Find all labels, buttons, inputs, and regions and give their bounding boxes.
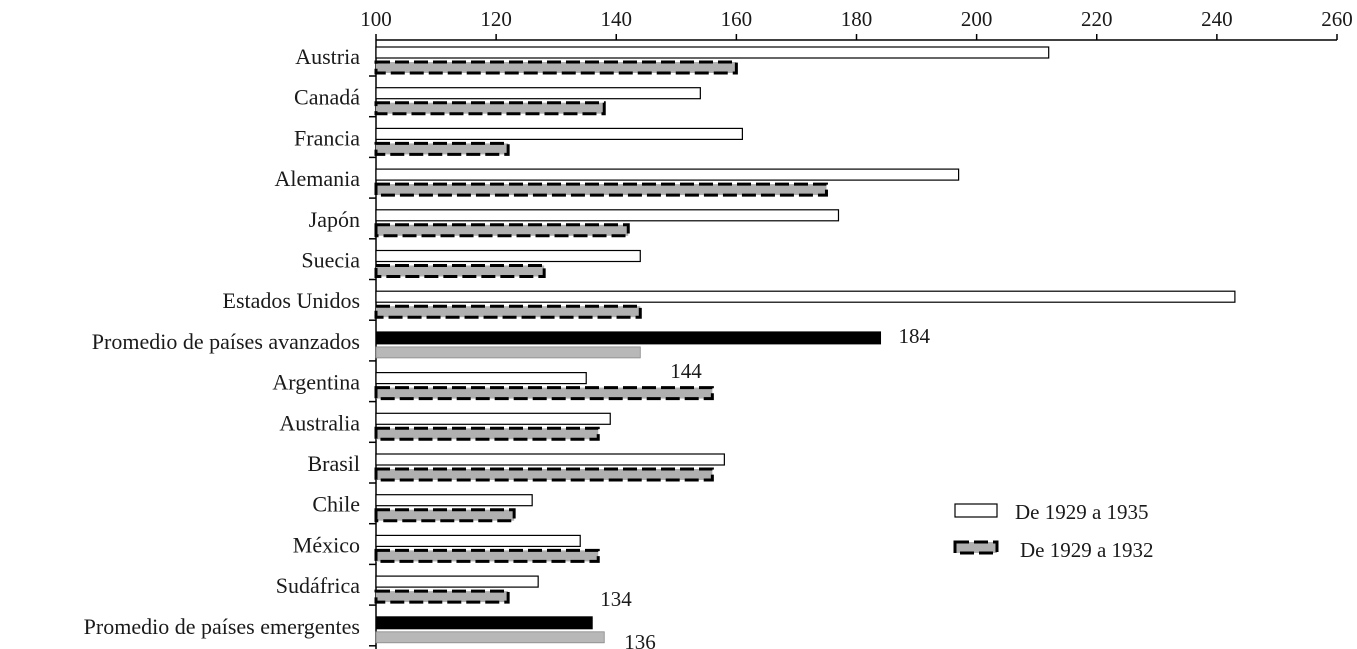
bar-1929-1932 [374,60,738,75]
x-tick-label: 100 [360,7,392,31]
bar-1929-1935 [375,168,960,181]
bar-1929-1935 [375,209,840,222]
category-label: Suecia [301,248,360,273]
x-tick-label: 120 [480,7,512,31]
legend-swatch-1929-1932 [953,540,999,555]
bar-1929-1932 [374,426,600,441]
category-label: Estados Unidos [223,288,361,313]
category-axis: Austria Canadá Francia Alemania Japón Suecia E… [84,40,377,649]
bar-1929-1932 [375,346,641,359]
bar-1929-1935 [375,616,593,630]
category-label: México [293,532,360,557]
category-label: Japón [309,207,360,232]
bar-1929-1935 [375,127,743,140]
bar-1929-1932 [374,223,630,238]
category-label: Francia [294,125,360,150]
data-label: 144 [670,359,702,383]
x-tick-label: 260 [1321,7,1353,31]
bar-1929-1935 [375,87,701,100]
bar-1929-1935 [375,494,533,507]
bar-1929-1932 [374,264,546,278]
bar-1929-1932 [374,467,714,482]
category-label: Sudáfrica [276,573,361,598]
bar-1929-1932 [374,589,510,604]
bar-1929-1932 [374,304,642,319]
bar-1929-1935 [375,412,611,425]
bar-1929-1935 [375,534,581,548]
data-label: 134 [600,587,632,611]
x-tick-label: 140 [601,7,633,31]
bar-1929-1935 [375,290,1236,303]
legend-swatch-1929-1935 [954,503,998,518]
x-tick-label: 220 [1081,7,1113,31]
x-tick-label: 180 [841,7,873,31]
x-tick-label: 240 [1201,7,1233,31]
data-label: 136 [624,630,656,649]
bar-1929-1935 [375,453,725,466]
bar-1929-1935 [375,46,1050,59]
category-label: Brasil [307,451,360,476]
category-label: Alemania [274,166,360,191]
x-tick-label: 160 [721,7,753,31]
bar-1929-1932 [374,141,510,156]
bars-group [374,46,1236,644]
bar-1929-1932 [374,101,606,116]
bar-1929-1935 [375,331,882,345]
category-label: Promedio de países emergentes [84,614,360,639]
legend-label-1929-1932: De 1929 a 1932 [1020,538,1154,562]
x-axis: 100 120 140 160 180 200 220 240 260 [360,7,1353,41]
category-label: Australia [279,410,360,435]
category-label: Austria [295,44,360,69]
bar-1929-1932 [374,508,516,523]
category-label: Argentina [272,370,360,395]
category-label: Canadá [294,85,360,110]
bar-1929-1935 [375,372,587,385]
legend: De 1929 a 1935 De 1929 a 1932 [953,500,1154,562]
bar-1929-1932 [375,631,605,644]
category-label: Promedio de países avanzados [92,329,360,354]
bar-1929-1932 [374,386,714,401]
legend-label-1929-1935: De 1929 a 1935 [1015,500,1149,524]
bar-1929-1932 [374,182,828,197]
bar-1929-1932 [374,548,600,563]
data-labels-group: 184 144 134 136 [600,324,930,649]
category-label: Chile [312,492,360,517]
bar-1929-1935 [375,575,539,588]
bar-1929-1935 [375,249,641,263]
data-label: 184 [899,324,931,348]
x-tick-label: 200 [961,7,993,31]
